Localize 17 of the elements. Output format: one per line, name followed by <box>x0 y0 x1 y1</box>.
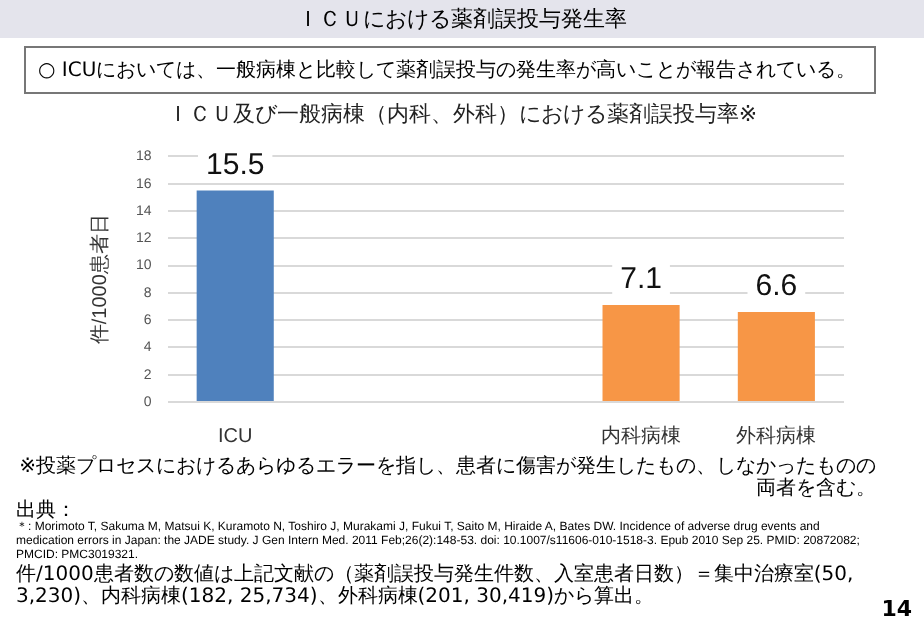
bar <box>602 305 680 401</box>
chart-title: ＩＣＵ及び一般病棟（内科、外科）における薬剤誤投与率※ <box>166 100 758 127</box>
bar <box>737 311 815 401</box>
x-tick-label: 外科病棟 <box>736 423 817 448</box>
source-note: 出典： <box>16 500 76 522</box>
text: ＩＣＵにおける薬剤誤投与発生率 <box>0 0 924 38</box>
text: 14 <box>881 596 912 622</box>
chart-subtitle: ○ ICUにおいては、一般病棟と比較して薬剤誤投与の発生率が高いことが報告されている。 <box>24 46 876 94</box>
x-tick-label: 内科病棟 <box>601 423 682 448</box>
text: ※投薬プロセスにおけるあらゆるエラーを指し、患者に傷害が発生したもの、しなかったものの両者を含む。 <box>19 456 876 500</box>
data-label: 7.1 <box>620 262 662 297</box>
x-tick-label: ICU <box>217 425 253 448</box>
data-label: 6.6 <box>755 269 798 304</box>
y-axis-title: 件/1000患者日 <box>87 214 112 345</box>
text: 件/1000患者数の数値は上記文献の（薬剤誤投与発生件数、入室患者日数）＝集中治療室(50, 3,230)、内科病棟(182, 25,734)、外科病棟(201, 30,419)から算出。 <box>16 564 856 608</box>
bar <box>196 190 274 401</box>
data-label: 15.5 <box>206 147 265 182</box>
